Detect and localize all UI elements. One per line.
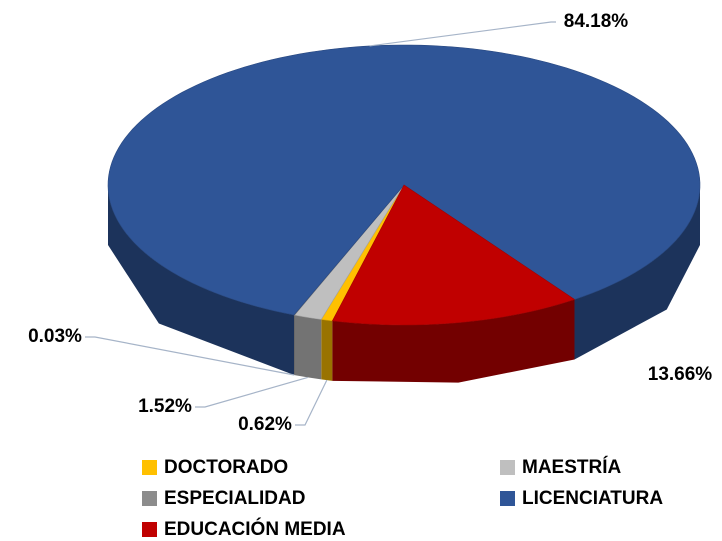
- slice-side: [321, 319, 333, 381]
- legend-swatch: [142, 522, 157, 537]
- leader-line: [85, 336, 295, 376]
- leader-line: [195, 376, 308, 408]
- side-walls: [108, 185, 700, 383]
- legend-swatch: [142, 491, 157, 506]
- leader-line: [369, 21, 556, 47]
- legend-swatch: [500, 460, 515, 475]
- slice-side: [332, 299, 575, 383]
- legend-label: LICENCIATURA: [522, 488, 663, 509]
- legend-swatch: [500, 491, 515, 506]
- legend-swatch: [142, 460, 157, 475]
- slice-side: [108, 185, 295, 375]
- data-label: 1.52%: [138, 396, 192, 417]
- slice-side: [294, 315, 322, 380]
- slice-side: [294, 314, 295, 376]
- legend-label: EDUCACIÓN MEDIA: [164, 518, 346, 540]
- top-faces: [107, 44, 701, 326]
- data-label: 0.03%: [28, 326, 82, 347]
- data-label: 84.18%: [564, 11, 629, 32]
- legend-label: ESPECIALIDAD: [164, 488, 305, 509]
- slice: [331, 184, 576, 326]
- slice-side: [574, 185, 700, 360]
- data-label: 13.66%: [648, 364, 713, 385]
- data-label: 0.62%: [238, 414, 292, 435]
- leader-line: [295, 379, 328, 426]
- legend-label: MAESTRÍA: [522, 456, 622, 478]
- legend-label: DOCTORADO: [164, 457, 288, 478]
